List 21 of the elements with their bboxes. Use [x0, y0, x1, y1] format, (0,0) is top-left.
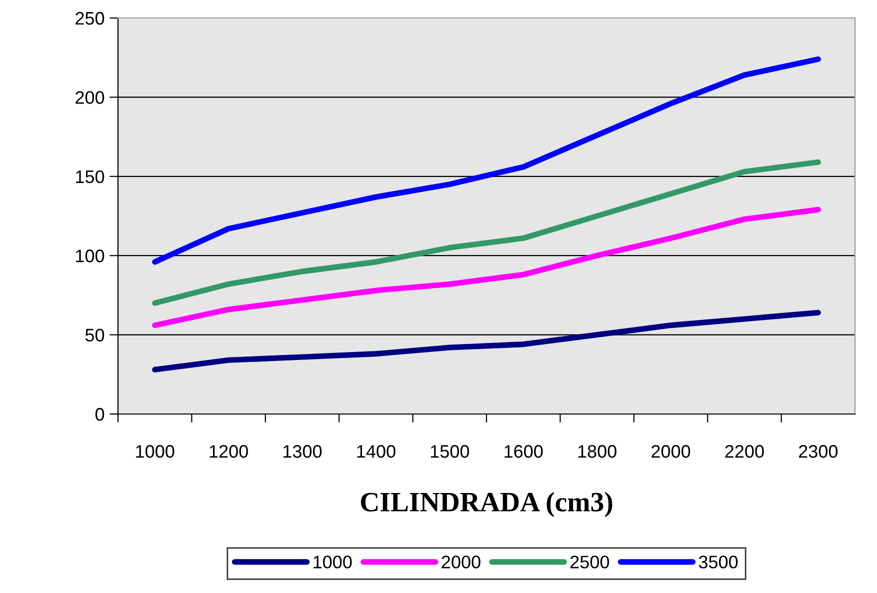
x-tick-label: 2000	[652, 445, 690, 458]
y-tick-label: 100	[76, 250, 104, 262]
x-tick-label: 1600	[504, 445, 543, 458]
legend-label: 3500	[698, 556, 738, 568]
y-tick-label: 200	[76, 91, 104, 104]
legend-label: 1000	[314, 556, 352, 568]
x-tick-label: 1400	[357, 445, 396, 458]
x-tick-label: 1000	[136, 445, 174, 458]
x-tick-label: 1300	[284, 445, 322, 458]
legend-label: 2000	[442, 556, 480, 568]
x-tick-label: 2300	[798, 445, 838, 458]
x-tick-label: 2200	[725, 445, 764, 458]
y-tick-label: 0	[95, 408, 104, 421]
y-tick-label: 50	[85, 328, 104, 342]
legend-label: 2500	[570, 556, 610, 568]
x-axis-title: CILINDRADA (cm3)	[360, 492, 612, 518]
x-tick-label: 1500	[430, 445, 470, 458]
y-tick-label: 150	[76, 170, 104, 184]
x-tick-label: 1200	[210, 445, 248, 458]
y-tick-label: 250	[76, 12, 104, 25]
x-tick-label: 1800	[578, 445, 616, 458]
